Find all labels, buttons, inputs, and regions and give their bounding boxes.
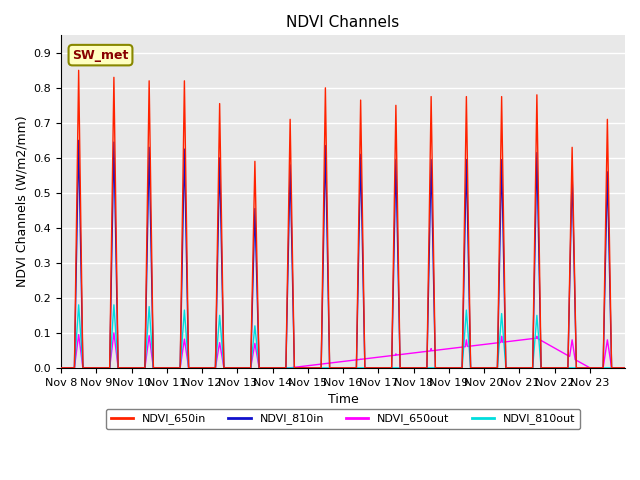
Line: NDVI_810in: NDVI_810in bbox=[61, 140, 625, 368]
NDVI_650out bbox=[415, 349, 423, 355]
NDVI_810in bbox=[535, 248, 543, 254]
Line: NDVI_650in: NDVI_650in bbox=[61, 71, 625, 368]
NDVI_810out bbox=[57, 365, 65, 371]
NDVI_810in bbox=[75, 137, 83, 143]
Legend: NDVI_650in, NDVI_810in, NDVI_650out, NDVI_810out: NDVI_650in, NDVI_810in, NDVI_650out, NDV… bbox=[106, 409, 580, 429]
NDVI_650out bbox=[535, 336, 543, 342]
NDVI_650in bbox=[535, 217, 543, 223]
Title: NDVI Channels: NDVI Channels bbox=[286, 15, 399, 30]
NDVI_810in bbox=[173, 365, 180, 371]
NDVI_810in bbox=[501, 322, 509, 327]
NDVI_810in bbox=[57, 365, 65, 371]
NDVI_810in bbox=[615, 365, 623, 371]
NDVI_650in bbox=[501, 309, 509, 314]
NDVI_810out bbox=[75, 302, 83, 308]
NDVI_810out bbox=[615, 365, 623, 371]
Text: SW_met: SW_met bbox=[72, 48, 129, 61]
NDVI_650in bbox=[615, 365, 623, 371]
NDVI_650out bbox=[465, 343, 473, 349]
Y-axis label: NDVI Channels (W/m2/mm): NDVI Channels (W/m2/mm) bbox=[15, 116, 28, 288]
NDVI_650out bbox=[615, 365, 623, 371]
NDVI_650in bbox=[75, 68, 83, 73]
NDVI_810out bbox=[621, 365, 628, 371]
NDVI_810in bbox=[621, 365, 628, 371]
NDVI_650in bbox=[415, 365, 423, 371]
NDVI_650out bbox=[501, 339, 509, 345]
NDVI_650out bbox=[110, 330, 118, 336]
NDVI_650in bbox=[465, 263, 473, 269]
NDVI_810out bbox=[465, 343, 473, 349]
X-axis label: Time: Time bbox=[328, 393, 358, 406]
NDVI_650out bbox=[57, 365, 65, 371]
NDVI_650in bbox=[621, 365, 628, 371]
NDVI_810in bbox=[415, 365, 423, 371]
Line: NDVI_810out: NDVI_810out bbox=[61, 305, 625, 368]
NDVI_810in bbox=[465, 287, 473, 293]
NDVI_650in bbox=[57, 365, 65, 371]
NDVI_810out bbox=[173, 365, 180, 371]
NDVI_810out bbox=[501, 354, 509, 360]
NDVI_810out bbox=[535, 336, 543, 342]
NDVI_810out bbox=[415, 365, 423, 371]
Line: NDVI_650out: NDVI_650out bbox=[61, 333, 625, 368]
NDVI_650out bbox=[621, 365, 628, 371]
NDVI_650in bbox=[173, 365, 180, 371]
NDVI_650out bbox=[173, 365, 180, 371]
